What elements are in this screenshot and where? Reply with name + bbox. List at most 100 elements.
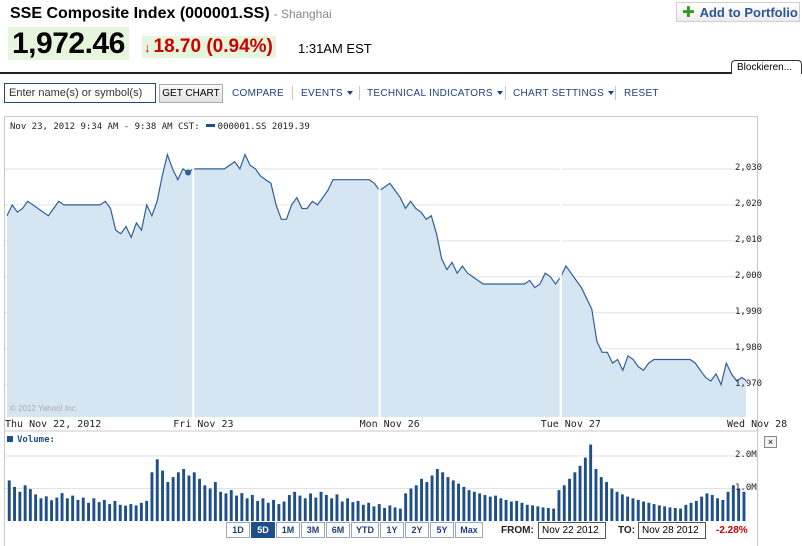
volume-grid [5, 455, 759, 489]
price-change: 18.70 (0.94%) [153, 36, 273, 57]
volume-bar [589, 444, 593, 521]
volume-bar [124, 505, 127, 521]
volume-bar [256, 500, 260, 521]
chart-frame[interactable]: Nov 23, 2012 9:34 AM - 9:38 AM CST: 00000… [4, 116, 787, 546]
volume-bar [552, 508, 556, 521]
volume-tick-label: 2.0M [735, 450, 757, 460]
range-button-5d[interactable]: 5D [251, 522, 275, 538]
volume-bar [39, 498, 43, 522]
volume-bar [97, 502, 101, 521]
compare-link[interactable]: COMPARE [232, 88, 284, 99]
reset-link[interactable]: RESET [624, 88, 659, 99]
volume-bar [314, 497, 318, 521]
volume-bar [573, 472, 577, 522]
volume-bar [134, 505, 138, 521]
volume-bar [509, 501, 513, 521]
range-button-1y[interactable]: 1Y [380, 522, 404, 538]
volume-bar [330, 498, 334, 522]
volume-bar [282, 501, 286, 521]
range-button-1d[interactable]: 1D [226, 522, 250, 538]
volume-bar [319, 491, 323, 522]
from-date-input[interactable] [538, 522, 606, 539]
quote-title: SSE Composite Index (000001.SS) - Shangha… [10, 5, 332, 23]
to-date-input[interactable] [638, 522, 706, 539]
range-button-max[interactable]: Max [455, 522, 483, 538]
volume-bar [139, 502, 143, 521]
volume-bar [298, 495, 302, 521]
volume-bar [446, 477, 450, 521]
range-button-1m[interactable]: 1M [276, 522, 300, 538]
volume-bar [303, 498, 307, 522]
volume-bar [7, 480, 11, 521]
volume-bar [425, 482, 429, 521]
volume-bar [55, 497, 59, 521]
toolbar-divider [615, 86, 616, 100]
volume-bar [483, 495, 487, 521]
last-price: 1,972.46 [12, 26, 125, 60]
volume-bar [499, 498, 503, 522]
volume-bar [192, 472, 196, 522]
volume-bar [361, 504, 365, 522]
volume-bar [213, 482, 217, 521]
range-button-5y[interactable]: 5Y [430, 522, 454, 538]
blockieren-tab[interactable]: Blockieren... [731, 60, 802, 74]
volume-bar [87, 502, 90, 521]
volume-bar [13, 486, 16, 521]
volume-bar [219, 491, 223, 522]
price-volume-plot[interactable] [5, 117, 759, 546]
volume-bar [23, 485, 27, 522]
events-menu[interactable]: EVENTS [301, 88, 353, 99]
volume-bar [198, 478, 201, 522]
add-to-portfolio-button[interactable]: ✚ Add to Portfolio [676, 2, 800, 22]
volume-bar [620, 494, 624, 521]
range-button-2y[interactable]: 2Y [405, 522, 429, 538]
range-button-ytd[interactable]: YTD [351, 522, 379, 538]
x-tick-label: Thu Nov 22, 2012 [5, 419, 102, 430]
technical-indicators-label: TECHNICAL INDICATORS [367, 88, 493, 99]
legend-swatch [205, 124, 215, 127]
add-to-portfolio-label: Add to Portfolio [699, 4, 798, 20]
volume-bar [531, 505, 534, 521]
volume-bar [568, 478, 571, 522]
volume-bar [367, 502, 371, 521]
volume-bar [324, 495, 328, 521]
volume-bar [65, 498, 69, 522]
y-tick-label: 1,970 [735, 378, 763, 389]
volume-bar [293, 491, 297, 522]
price-box: 1,972.46 [8, 27, 129, 60]
range-percent-change: -2.28% [716, 525, 748, 536]
technical-indicators-menu[interactable]: TECHNICAL INDICATORS [367, 88, 503, 99]
range-button-6m[interactable]: 6M [326, 522, 350, 538]
caret-down-icon [496, 91, 503, 95]
volume-bar [557, 490, 561, 521]
volume-bar [404, 493, 408, 521]
volume-bar [742, 491, 746, 522]
volume-bar [472, 491, 476, 522]
volume-tick-label: 1.0M [735, 482, 757, 493]
volume-bar [610, 488, 614, 521]
get-chart-button[interactable]: GET CHART [159, 84, 223, 103]
volume-bar [642, 501, 645, 521]
volume-bar [34, 494, 38, 521]
change-box: ↓ 18.70 (0.94%) [142, 36, 276, 58]
hover-marker[interactable] [185, 169, 192, 176]
volume-bar [652, 504, 656, 521]
symbol-search-input[interactable] [4, 83, 156, 103]
close-volume-icon[interactable]: × [764, 436, 777, 448]
volume-bar [562, 485, 566, 522]
volume-bar [92, 498, 96, 522]
volume-bar [494, 495, 497, 521]
index-name: SSE Composite Index (000001.SS) [10, 5, 270, 22]
collapse-icon[interactable] [7, 436, 13, 442]
volume-bar [457, 483, 460, 521]
volume-bar [737, 488, 741, 521]
chart-settings-menu[interactable]: CHART SETTINGS [513, 88, 615, 99]
y-tick-label: 2,020 [735, 198, 763, 209]
price-line [6, 152, 748, 387]
volume-bar [430, 475, 434, 521]
chart-toolbar: GET CHART COMPARE EVENTS TECHNICAL INDIC… [0, 82, 802, 104]
range-button-3m[interactable]: 3M [301, 522, 325, 538]
volume-bar [594, 469, 598, 521]
toolbar-divider [292, 86, 293, 100]
plus-icon: ✚ [682, 4, 695, 21]
